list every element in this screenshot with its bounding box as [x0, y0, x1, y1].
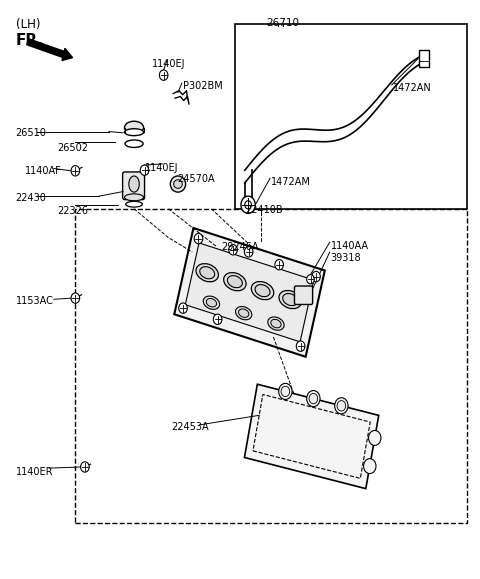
Circle shape [140, 165, 149, 175]
Bar [419, 50, 430, 67]
Ellipse shape [236, 306, 252, 320]
Ellipse shape [174, 179, 182, 188]
Ellipse shape [126, 201, 143, 207]
Circle shape [245, 201, 252, 209]
Polygon shape [174, 228, 325, 357]
Polygon shape [185, 243, 314, 342]
Ellipse shape [196, 263, 218, 282]
Circle shape [337, 401, 346, 411]
Circle shape [309, 393, 318, 404]
FancyBboxPatch shape [294, 286, 312, 305]
Ellipse shape [124, 194, 144, 201]
Circle shape [296, 341, 305, 351]
Text: 29246A: 29246A [221, 242, 258, 252]
Circle shape [159, 70, 168, 80]
Ellipse shape [252, 281, 274, 300]
Text: (LH): (LH) [16, 17, 40, 31]
FancyBboxPatch shape [122, 172, 144, 200]
Text: FR.: FR. [16, 33, 44, 48]
Text: 22430: 22430 [16, 193, 47, 203]
Circle shape [81, 462, 89, 472]
Polygon shape [244, 384, 379, 489]
Circle shape [279, 383, 292, 400]
Ellipse shape [228, 276, 242, 288]
Text: 26510: 26510 [16, 128, 47, 138]
Text: P302BM: P302BM [183, 81, 223, 91]
Ellipse shape [125, 140, 143, 148]
Circle shape [213, 314, 222, 324]
Text: 39318: 39318 [331, 253, 361, 263]
Circle shape [241, 196, 255, 214]
Circle shape [244, 247, 253, 257]
Circle shape [312, 272, 320, 282]
Text: 1140EJ: 1140EJ [144, 163, 178, 173]
Text: 1140EJ: 1140EJ [152, 59, 185, 69]
Text: 1472AM: 1472AM [271, 177, 311, 187]
Circle shape [179, 303, 187, 313]
Text: 1140AA: 1140AA [331, 241, 369, 251]
Circle shape [369, 430, 381, 445]
Bar [235, 24, 467, 209]
Circle shape [275, 259, 284, 270]
Text: 22326: 22326 [58, 206, 89, 216]
Ellipse shape [271, 320, 281, 328]
FancyArrow shape [27, 39, 72, 60]
Ellipse shape [124, 121, 144, 134]
Text: 1472AN: 1472AN [393, 83, 432, 93]
Circle shape [194, 233, 203, 244]
Circle shape [229, 244, 237, 255]
Text: 1153AC: 1153AC [16, 296, 54, 306]
Circle shape [307, 391, 320, 406]
Text: 24570A: 24570A [177, 174, 215, 184]
Ellipse shape [224, 273, 246, 291]
Ellipse shape [283, 294, 298, 306]
Text: 1140AF: 1140AF [25, 166, 62, 175]
Text: 26710: 26710 [266, 17, 299, 28]
Ellipse shape [170, 176, 186, 192]
Bar [75, 209, 467, 523]
Circle shape [71, 293, 80, 303]
Ellipse shape [203, 296, 220, 309]
Text: 26502: 26502 [58, 142, 89, 152]
Circle shape [71, 166, 80, 176]
Circle shape [281, 386, 289, 397]
Ellipse shape [255, 284, 270, 296]
Circle shape [363, 459, 376, 474]
Text: 22410B: 22410B [245, 205, 282, 215]
Ellipse shape [124, 129, 144, 135]
Ellipse shape [129, 176, 139, 192]
Circle shape [335, 398, 348, 414]
Ellipse shape [200, 267, 215, 278]
Text: 1140ER: 1140ER [16, 467, 53, 477]
Ellipse shape [279, 291, 301, 309]
Text: 22453A: 22453A [171, 422, 208, 432]
Ellipse shape [239, 309, 249, 317]
Circle shape [307, 274, 314, 284]
Ellipse shape [206, 299, 216, 307]
Ellipse shape [268, 317, 284, 330]
